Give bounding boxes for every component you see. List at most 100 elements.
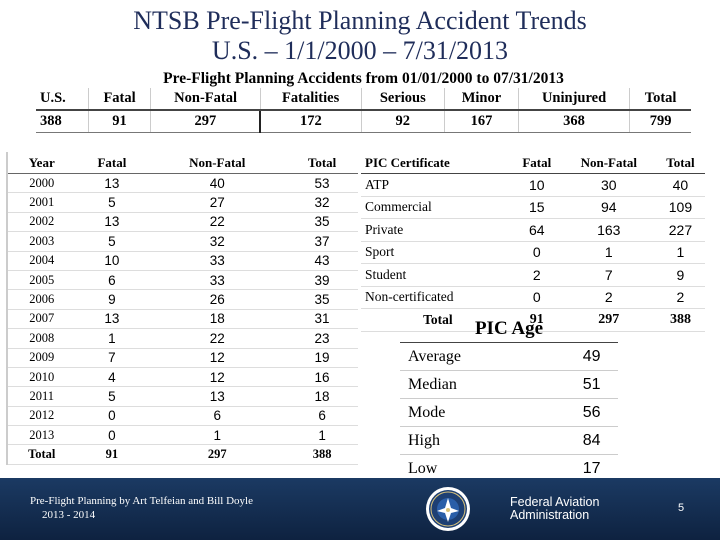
year-cell: 13 <box>75 173 149 194</box>
summary-caption: Pre-Flight Planning Accidents from 01/01… <box>163 70 564 87</box>
year-row: 2009 7 12 19 <box>7 348 358 368</box>
pic-cell: Commercial <box>361 196 512 219</box>
year-cell: 39 <box>286 270 358 291</box>
year-cell: 2006 <box>7 289 76 310</box>
year-cell: 2004 <box>7 251 76 271</box>
pic-age-label: Average <box>400 343 566 371</box>
year-cell: 35 <box>286 212 358 233</box>
year-cell: 5 <box>75 231 149 252</box>
year-row: 2008 1 22 23 <box>7 328 358 349</box>
year-cell: 7 <box>75 348 149 368</box>
footer-credit: Pre-Flight Planning by Art Telfeian and … <box>30 494 253 522</box>
year-cell: 9 <box>75 289 149 310</box>
year-total-cell: Total <box>7 444 76 465</box>
pic-cell: 94 <box>561 196 656 219</box>
year-row: 2010 4 12 16 <box>7 367 358 388</box>
pic-cell: 163 <box>561 218 656 242</box>
pic-cell: 10 <box>511 173 562 197</box>
pic-total-cell: 388 <box>655 308 705 332</box>
pic-total-cell: 297 <box>561 308 656 332</box>
pic-cell: 109 <box>655 196 705 219</box>
year-cell: 2002 <box>7 212 76 233</box>
year-cell: 2009 <box>7 348 76 368</box>
year-cell: 33 <box>148 270 287 291</box>
year-cell: 22 <box>148 212 287 233</box>
year-row: 2003 5 32 37 <box>7 231 358 252</box>
year-cell: 2010 <box>7 367 76 388</box>
pic-header-cell: PIC Certificate <box>361 152 512 174</box>
pic-cell: 227 <box>655 218 705 242</box>
year-cell: 6 <box>75 270 149 291</box>
pic-cell: 7 <box>561 263 656 287</box>
year-row: 2006 9 26 35 <box>7 289 358 310</box>
year-row: 2012 0 6 6 <box>7 406 358 427</box>
slide-title: NTSB Pre-Flight Planning Accident Trends <box>133 6 587 35</box>
year-cell: 2003 <box>7 231 76 252</box>
year-cell: 2001 <box>7 192 76 213</box>
year-cell: 0 <box>75 406 149 427</box>
year-cell: 2012 <box>7 406 76 427</box>
pic-cell: 2 <box>511 263 562 287</box>
year-cell: 18 <box>148 309 287 330</box>
year-row: 2002 13 22 35 <box>7 212 358 233</box>
pic-row: Student 2 7 9 <box>361 263 705 287</box>
pic-header-row: PIC Certificate Fatal Non-Fatal Total <box>361 152 705 174</box>
pic-age-label: Mode <box>400 398 566 427</box>
summary-header-cell: Non-Fatal <box>150 88 261 111</box>
pic-row: Private 64 163 227 <box>361 218 705 242</box>
pic-age-row: High 84 <box>400 426 618 455</box>
year-cell: 13 <box>148 386 287 407</box>
pic-age-value: 49 <box>565 343 618 371</box>
year-cell: 43 <box>286 251 358 271</box>
agency-name: Federal Aviation Administration <box>510 496 599 522</box>
pic-total-row: Total 91 297 388 <box>361 308 705 332</box>
year-cell: 23 <box>286 328 358 349</box>
year-cell: 0 <box>75 425 149 446</box>
pic-cell: 9 <box>655 263 705 287</box>
summary-header-cell: Serious <box>360 88 445 111</box>
pic-age-panel: PIC Age Average 49 Median 51 Mode 56 High 84 Low… <box>400 316 618 483</box>
pic-header-cell: Total <box>655 152 705 174</box>
year-cell: 2007 <box>7 309 76 330</box>
year-cell: 18 <box>286 386 358 407</box>
pic-cell: 30 <box>561 173 656 197</box>
year-cell: 5 <box>75 386 149 407</box>
year-header-cell: Year <box>7 152 76 174</box>
summary-value-cell: 91 <box>87 110 151 133</box>
pic-cell: Sport <box>361 241 512 264</box>
summary-header-cell: U.S. <box>36 88 89 111</box>
pic-age-row: Mode 56 <box>400 398 618 427</box>
year-row: 2005 6 33 39 <box>7 270 358 291</box>
pic-header-cell: Non-Fatal <box>561 152 656 174</box>
pic-cell: ATP <box>361 173 512 197</box>
year-cell: 1 <box>75 328 149 349</box>
pic-age-title: PIC Age <box>400 316 618 343</box>
year-header-cell: Total <box>286 152 358 174</box>
summary-value-cell: 167 <box>444 110 519 133</box>
year-row: 2007 13 18 31 <box>7 309 358 330</box>
year-table-body: 2000 13 40 53 2001 5 27 32 2002 13 22 35 2003 5 32 37 20… <box>7 173 358 465</box>
year-cell: 2005 <box>7 270 76 291</box>
year-cell: 37 <box>286 231 358 252</box>
pic-cell: 2 <box>655 286 705 309</box>
pic-age-label: Median <box>400 370 566 399</box>
page-number: 5 <box>678 502 685 514</box>
year-cell: 1 <box>148 425 287 446</box>
year-cell: 1 <box>286 425 358 446</box>
agency-name-line1: Federal Aviation <box>510 495 600 509</box>
year-cell: 2013 <box>7 425 76 446</box>
pic-age-row: Average 49 <box>400 343 618 371</box>
year-cell: 19 <box>286 348 358 368</box>
agency-name-line2: Administration <box>510 508 590 522</box>
pic-table-body: ATP 10 30 40 Commercial 15 94 109 Private 64 163 22… <box>361 173 705 332</box>
year-cell: 35 <box>286 289 358 310</box>
year-cell: 31 <box>286 309 358 330</box>
year-row: 2011 5 13 18 <box>7 386 358 407</box>
year-total-cell: 91 <box>75 444 149 465</box>
summary-value-cell: 799 <box>629 110 691 133</box>
year-cell: 13 <box>75 309 149 330</box>
pic-age-value: 84 <box>565 426 618 455</box>
pic-cell: Student <box>361 263 512 287</box>
pic-row: ATP 10 30 40 <box>361 173 705 197</box>
pic-row: Non-certificated 0 2 2 <box>361 286 705 309</box>
